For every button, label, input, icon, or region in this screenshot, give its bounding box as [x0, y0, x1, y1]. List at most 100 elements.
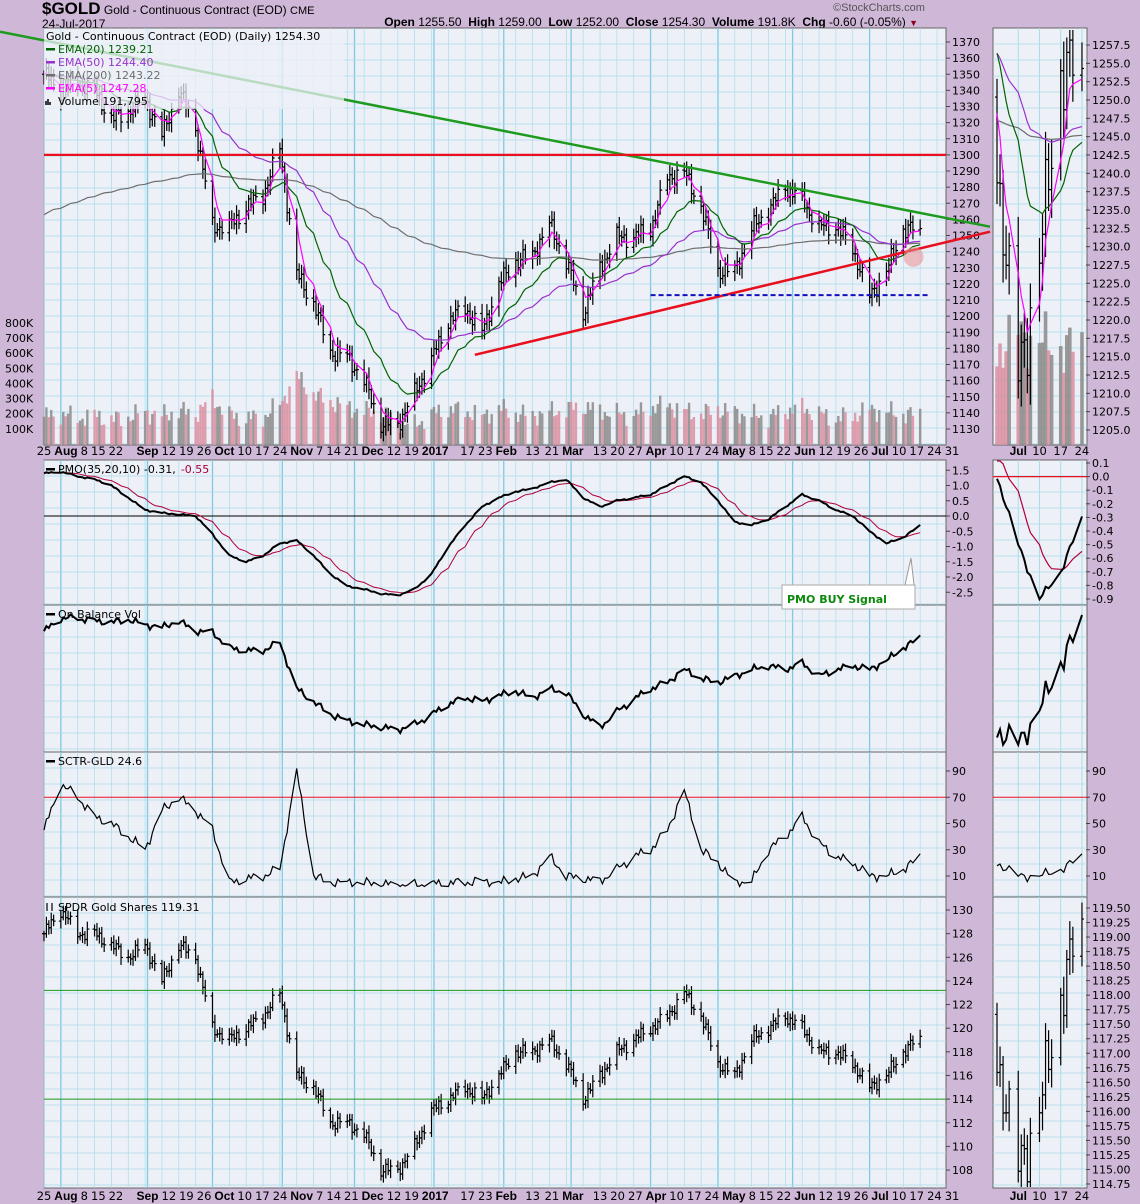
side-spdr-axis-label: 119.25	[1092, 917, 1131, 930]
side-spdr-bar	[1079, 902, 1084, 967]
pmo-line	[43, 471, 921, 597]
volume-bar	[553, 416, 556, 445]
volume-bar	[541, 413, 544, 445]
spdr-axis-label: 128	[952, 928, 973, 941]
high-value: 1259.00	[498, 15, 542, 29]
price-axis-label: 1200	[952, 310, 980, 323]
volume-bar	[490, 414, 493, 445]
side-volume-bar	[1068, 327, 1072, 445]
bottom-date-axis-label: Mar	[562, 1189, 584, 1203]
volume-bar	[370, 416, 373, 445]
volume-bar	[625, 425, 628, 445]
volume-bar	[750, 417, 753, 445]
obv-line	[43, 613, 921, 736]
volume-bar	[346, 405, 349, 445]
volume-bar	[497, 405, 501, 445]
spdr-axis-label: 130	[952, 904, 973, 917]
volume-bar	[606, 415, 609, 445]
volume-bar	[435, 413, 438, 445]
date-axis-label: 15	[759, 444, 774, 458]
volume-bar	[117, 412, 120, 445]
bottom-date-axis-label: May	[722, 1189, 746, 1203]
spdr-axis-label: 120	[952, 1022, 973, 1035]
volume-bar	[184, 414, 188, 445]
spdr-axis-label: 122	[952, 999, 973, 1012]
spdr-bar	[658, 1007, 663, 1029]
close-value: 1254.30	[661, 15, 706, 29]
volume-bar	[502, 399, 505, 445]
bottom-date-axis-label: 17	[460, 1189, 475, 1203]
exchange: CME	[290, 5, 315, 17]
price-axis-label: 1180	[952, 342, 980, 355]
volume-bar	[755, 415, 758, 445]
volume-bar	[634, 409, 638, 445]
pmo-signal-line	[43, 472, 921, 594]
price-axis-label: 1330	[952, 101, 980, 114]
bottom-date-axis-label: Jul	[871, 1189, 888, 1203]
date-axis-label: Aug	[54, 444, 77, 458]
volume-bar	[170, 411, 173, 445]
obv-panel	[43, 604, 947, 753]
obv-legend-swatch	[46, 613, 55, 616]
volume-bar	[220, 414, 224, 445]
date-axis-label: 10	[892, 444, 907, 458]
volume-bar	[909, 407, 912, 445]
spdr-axis-label: 124	[952, 975, 973, 988]
legend-ema20-swatch	[46, 48, 55, 51]
price-bar	[371, 393, 376, 414]
spdr-bar	[439, 1093, 444, 1115]
side-sctr-axis-label: 50	[1092, 818, 1106, 831]
volume-bar	[589, 409, 592, 445]
price-bar	[304, 281, 309, 306]
date-axis-label: 21	[344, 444, 359, 458]
volume-bar	[805, 408, 809, 445]
volume-bar	[213, 408, 217, 445]
spdr-bar	[472, 1082, 477, 1102]
side-price-axis-label: 1232.5	[1092, 222, 1131, 235]
volume-bar	[100, 425, 103, 445]
price-bar	[910, 215, 915, 240]
volume-axis-label: 700K	[5, 332, 34, 345]
volume-bar	[719, 417, 722, 445]
spdr-axis-label: 110	[952, 1140, 973, 1153]
volume-bar	[516, 421, 520, 445]
side-price-axis-label: 1247.5	[1092, 112, 1131, 125]
volume-bar	[336, 397, 339, 445]
volume-bar	[331, 406, 335, 445]
volume-bar	[483, 413, 486, 445]
price-axis-label: 1140	[952, 407, 980, 420]
volume-bar	[488, 423, 491, 445]
date-axis-label: 27	[628, 444, 643, 458]
side-pmo-axis-label: -0.2	[1092, 498, 1113, 511]
date-axis-label: May	[722, 444, 746, 458]
volume-bar	[685, 409, 688, 445]
price-bar	[557, 234, 562, 254]
price-bar	[860, 262, 865, 283]
volume-bar	[365, 401, 368, 445]
volume-bar	[569, 401, 573, 445]
bottom-date-axis-label: Aug	[54, 1189, 77, 1203]
date-axis-label: 13	[525, 444, 540, 458]
volume-bar	[278, 405, 282, 445]
side-spdr-axis-label: 119.00	[1092, 931, 1131, 944]
volume-bar	[658, 395, 662, 445]
volume-bar	[801, 397, 804, 445]
spdr-bar	[405, 1153, 410, 1169]
price-bar	[472, 305, 477, 331]
quote-summary: Open 1255.50 High 1259.00 Low 1252.00 Cl…	[384, 15, 918, 30]
volume-bar	[615, 402, 619, 445]
bottom-date-axis-label: 15	[759, 1189, 774, 1203]
volume-bar	[687, 402, 691, 445]
volume-bar	[591, 402, 594, 445]
date-axis-label: 17	[460, 444, 475, 458]
volume-bar	[894, 416, 898, 445]
volume-bar	[266, 416, 270, 445]
volume-bar	[892, 415, 895, 445]
side-volume-bar	[1025, 368, 1030, 445]
uptrend-line	[474, 230, 991, 357]
side-pmo-line	[996, 478, 1083, 602]
price-bar	[691, 189, 696, 205]
side-pmo-axis-label: -0.3	[1092, 511, 1113, 524]
side-price-axis-label: 1252.5	[1092, 76, 1131, 89]
volume-bar	[254, 413, 258, 445]
